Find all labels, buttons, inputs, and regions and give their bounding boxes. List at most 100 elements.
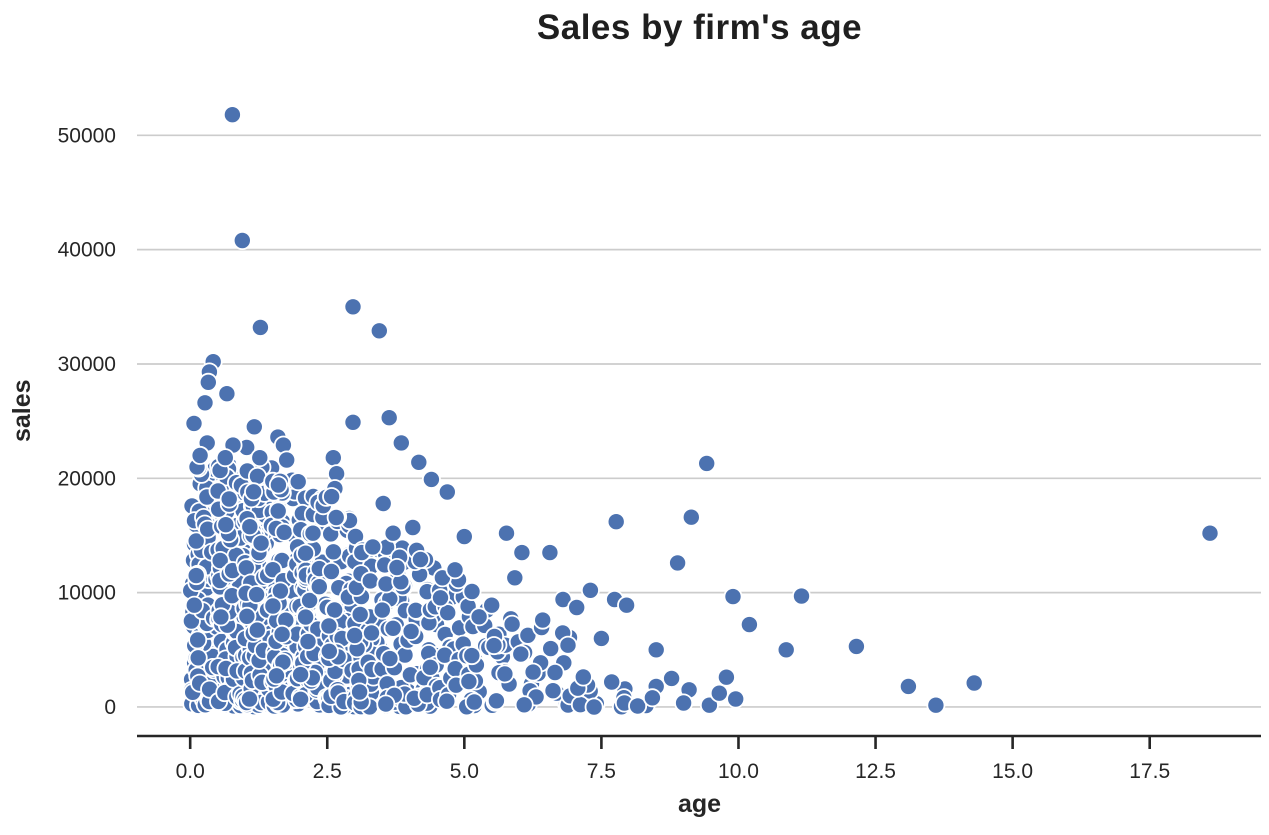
- data-point: [383, 618, 403, 638]
- data-point: [580, 580, 600, 600]
- data-point: [445, 560, 465, 580]
- data-point: [792, 586, 812, 606]
- data-point: [716, 667, 736, 687]
- data-point: [323, 542, 343, 562]
- data-point: [545, 663, 565, 683]
- data-point: [1200, 523, 1220, 543]
- data-point: [251, 533, 271, 553]
- data-point: [321, 562, 341, 582]
- data-point: [387, 558, 407, 578]
- y-tick-label: 0: [104, 696, 116, 719]
- data-point: [326, 507, 346, 527]
- data-point: [372, 600, 392, 620]
- data-point: [309, 577, 329, 597]
- data-point: [360, 571, 380, 591]
- data-point: [420, 657, 440, 677]
- x-tick-label: 7.5: [587, 760, 616, 783]
- data-point: [462, 582, 482, 602]
- data-point: [379, 408, 399, 428]
- data-point: [274, 522, 294, 542]
- data-point: [482, 595, 502, 615]
- data-point: [459, 672, 479, 692]
- data-point: [699, 695, 719, 715]
- data-point: [211, 607, 231, 627]
- data-point: [198, 372, 218, 392]
- data-point: [250, 448, 270, 468]
- data-point: [469, 607, 489, 627]
- data-point: [681, 507, 701, 527]
- data-point: [268, 475, 288, 495]
- data-point: [186, 531, 206, 551]
- data-point: [964, 673, 984, 693]
- data-point: [505, 568, 525, 588]
- data-point: [319, 616, 339, 636]
- data-point: [437, 691, 457, 711]
- data-point: [298, 632, 318, 652]
- data-point: [186, 566, 206, 586]
- data-point: [484, 636, 504, 656]
- data-point: [188, 648, 208, 668]
- data-point: [541, 639, 561, 659]
- data-point: [401, 621, 421, 641]
- y-tick-label: 50000: [58, 124, 116, 147]
- data-point: [383, 523, 403, 543]
- data-point: [591, 628, 611, 648]
- data-point: [376, 694, 396, 714]
- data-point: [288, 472, 308, 492]
- data-point: [343, 412, 363, 432]
- data-point: [244, 482, 264, 502]
- data-point: [674, 693, 694, 713]
- data-point: [454, 527, 474, 547]
- x-tick-label: 0.0: [176, 760, 205, 783]
- chart-title: Sales by firm's age: [536, 8, 863, 47]
- y-tick-label: 10000: [58, 582, 116, 605]
- data-point: [250, 317, 270, 337]
- y-tick-label: 20000: [58, 467, 116, 490]
- data-point: [573, 667, 593, 687]
- data-point: [222, 105, 242, 125]
- data-point: [602, 672, 622, 692]
- data-point: [268, 501, 288, 521]
- data-point: [846, 636, 866, 656]
- data-point: [270, 581, 290, 601]
- data-point: [723, 587, 743, 607]
- data-point: [217, 384, 237, 404]
- data-point: [514, 695, 534, 715]
- x-tick-label: 5.0: [450, 760, 479, 783]
- data-point: [239, 689, 259, 709]
- data-point: [409, 452, 429, 472]
- data-point: [322, 487, 342, 507]
- x-tick-label: 15.0: [992, 760, 1033, 783]
- data-point: [523, 662, 543, 682]
- data-point: [363, 537, 383, 557]
- data-point: [533, 610, 553, 630]
- data-point: [247, 585, 267, 605]
- data-point: [373, 493, 393, 513]
- data-point: [237, 606, 257, 626]
- data-point: [739, 615, 759, 635]
- data-point: [606, 512, 626, 532]
- data-point: [421, 469, 441, 489]
- data-point: [403, 518, 423, 538]
- data-point: [240, 517, 260, 537]
- data-point: [296, 543, 316, 563]
- data-point: [776, 640, 796, 660]
- data-point: [319, 641, 339, 661]
- data-point: [462, 646, 482, 666]
- data-point: [272, 624, 292, 644]
- data-point: [266, 666, 286, 686]
- data-point: [350, 682, 370, 702]
- y-tick-label: 40000: [58, 239, 116, 262]
- data-point: [345, 626, 365, 646]
- data-point: [232, 230, 252, 250]
- data-point: [558, 635, 578, 655]
- data-point: [410, 550, 430, 570]
- data-point: [350, 605, 370, 625]
- data-point: [325, 600, 345, 620]
- data-point: [323, 448, 343, 468]
- data-point: [502, 614, 522, 634]
- data-point: [263, 596, 283, 616]
- data-point: [617, 595, 637, 615]
